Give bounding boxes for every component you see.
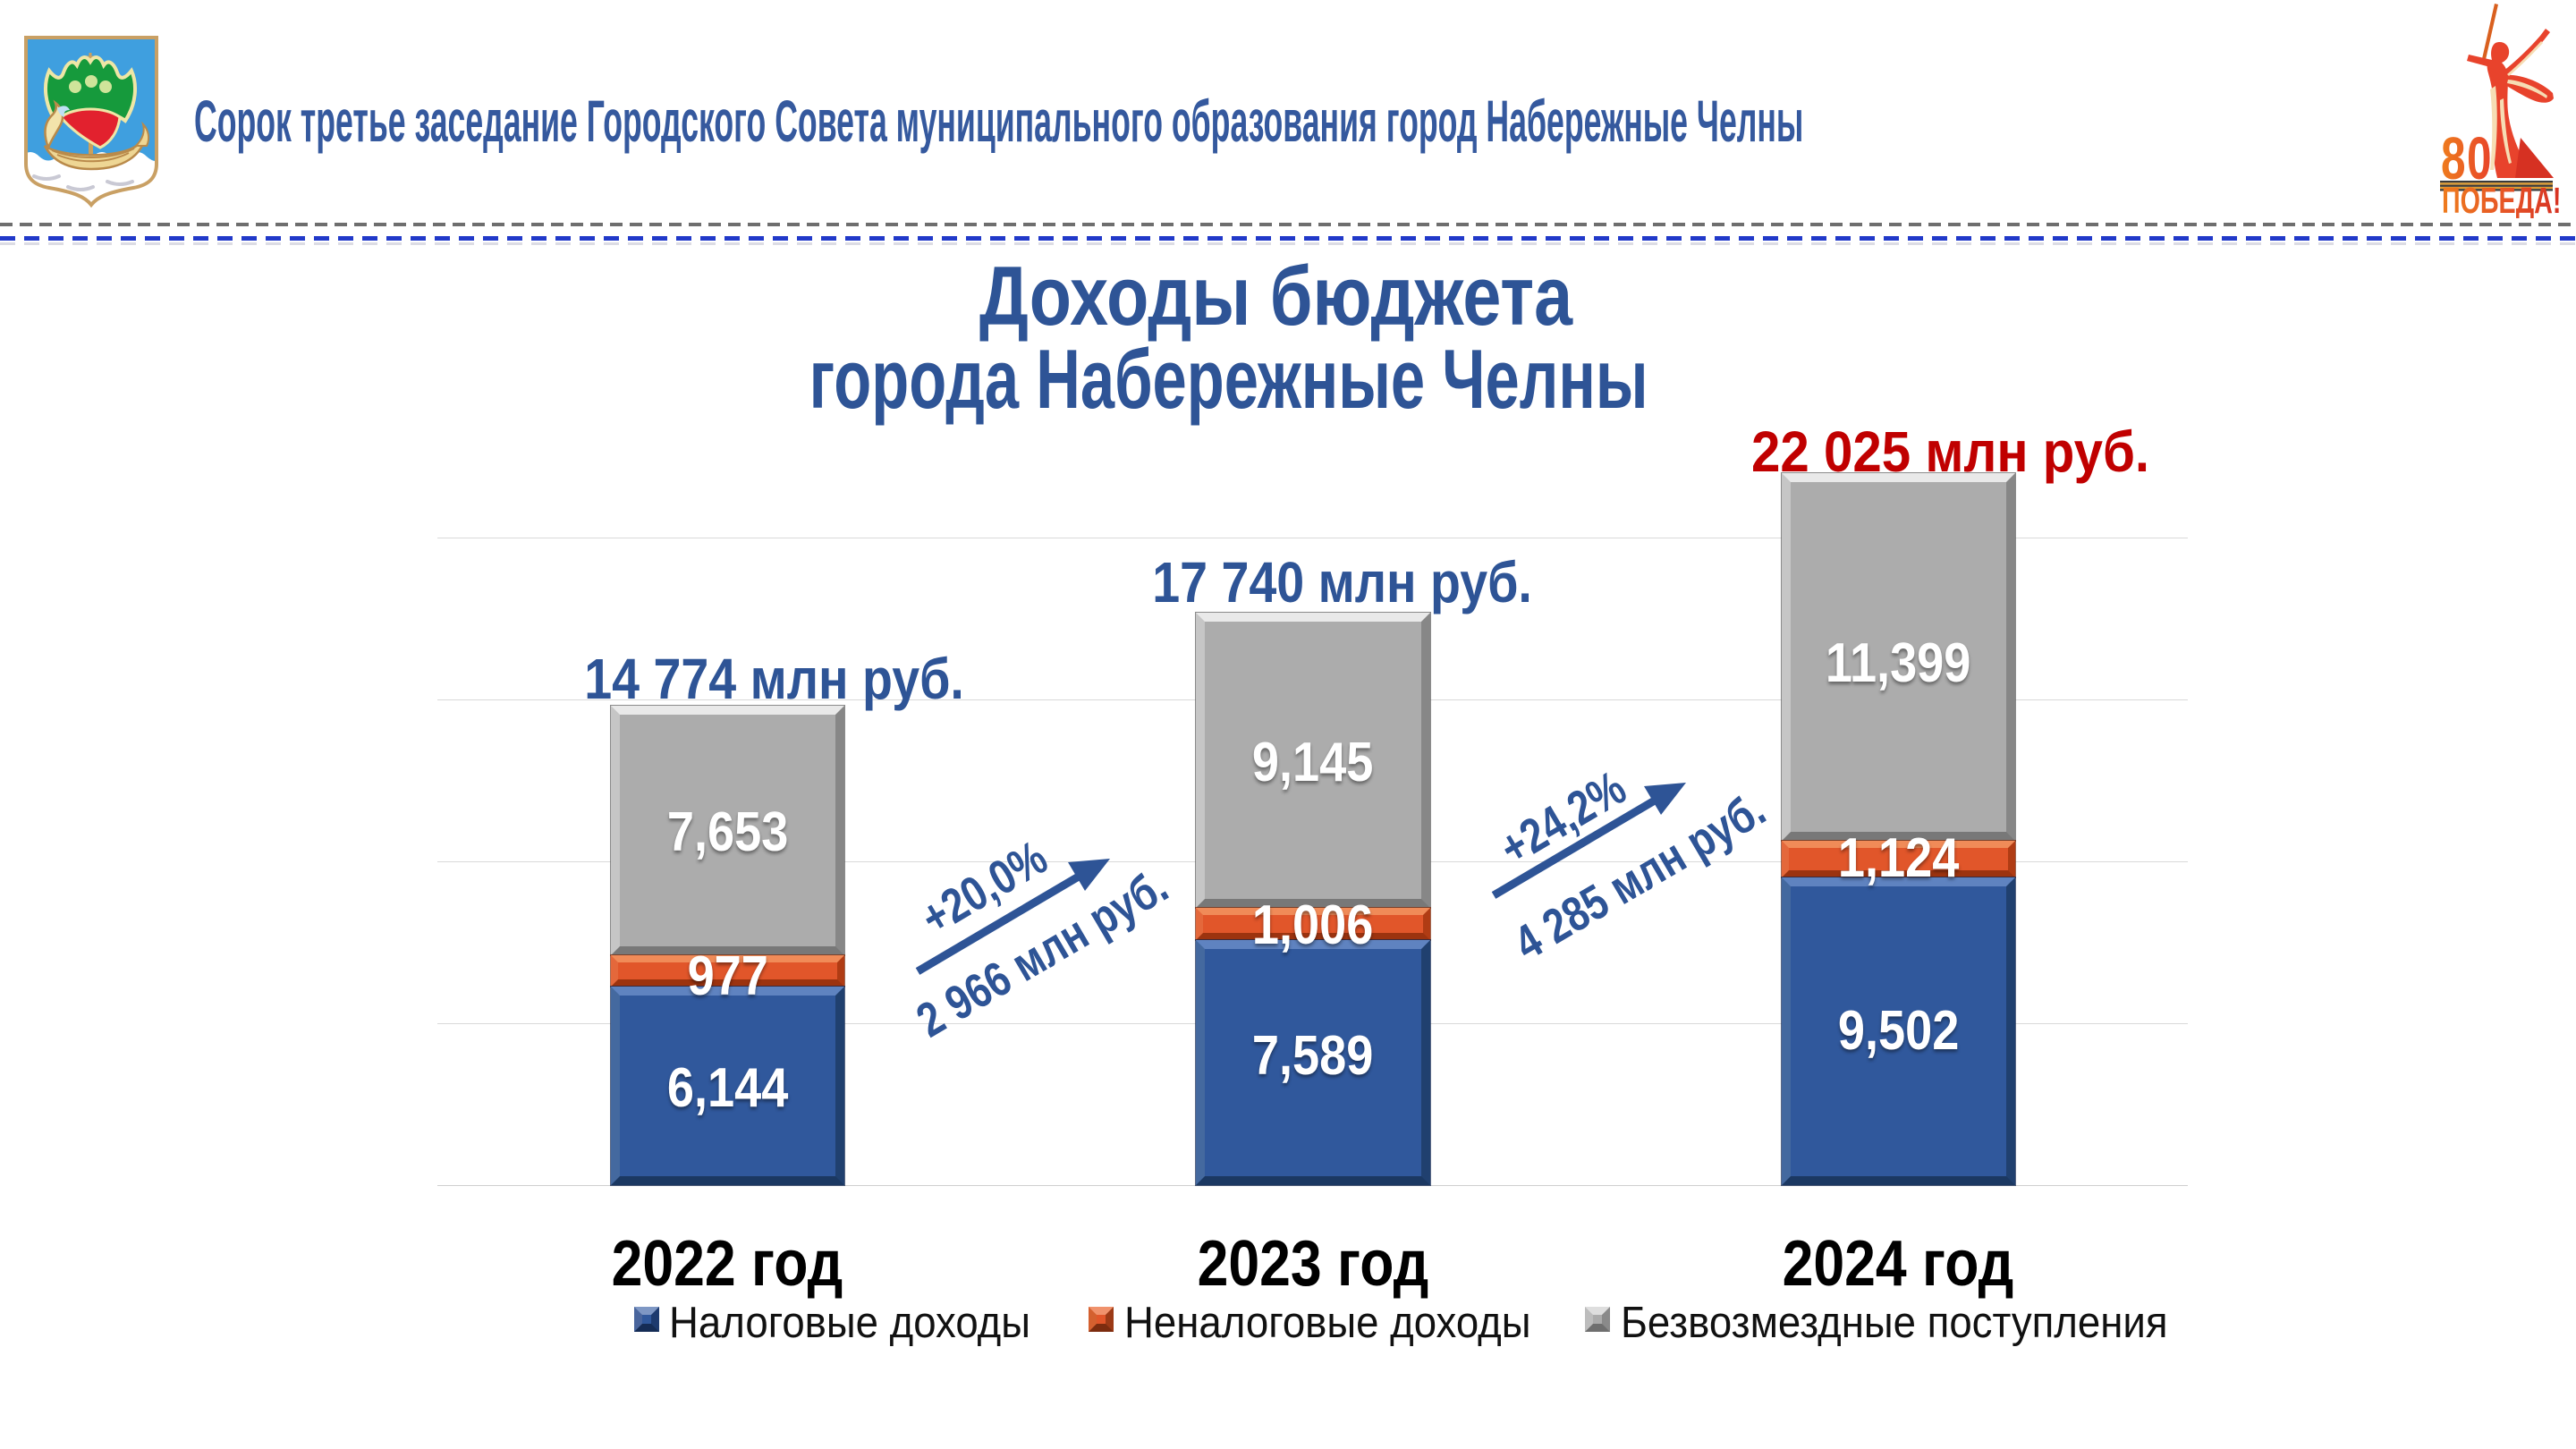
svg-text:ПОБЕДА!: ПОБЕДА!: [2442, 181, 2561, 218]
